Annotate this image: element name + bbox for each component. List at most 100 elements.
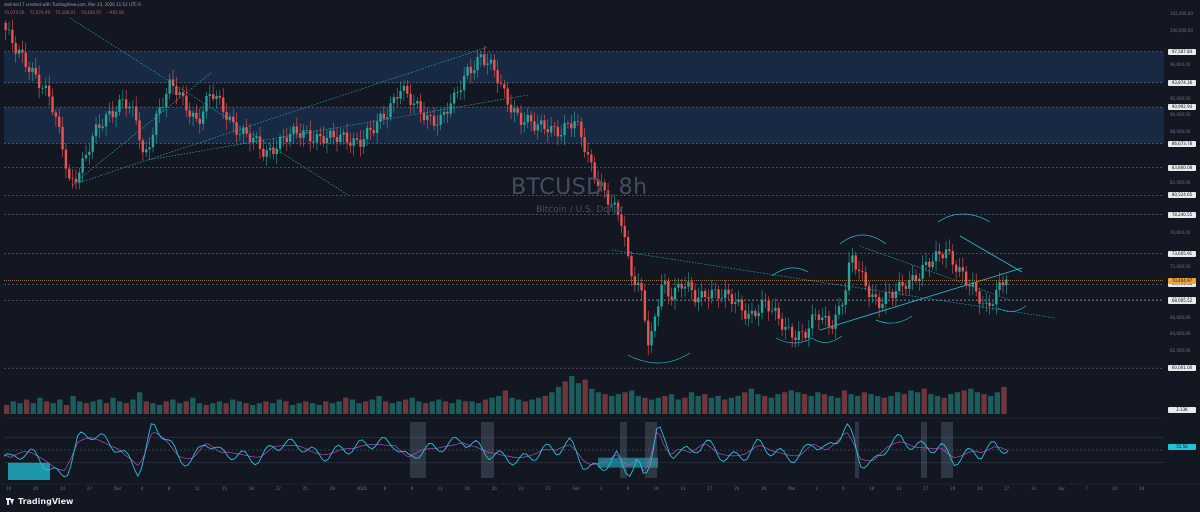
volume-bar	[117, 401, 123, 414]
volume-bar	[143, 401, 149, 414]
time-tick-label: Apr	[1058, 486, 1065, 491]
candle-body	[429, 115, 432, 116]
volume-bar	[841, 390, 848, 414]
candle-body	[165, 93, 168, 108]
volume-bar	[595, 392, 602, 414]
candle-body	[1001, 282, 1005, 286]
time-tick-label: 20	[950, 486, 956, 491]
candle-body	[148, 147, 151, 150]
price-scale-tick: 88,000.00	[1170, 129, 1191, 135]
candle-body	[24, 52, 27, 67]
candle-body	[700, 290, 703, 298]
candle-body	[288, 133, 292, 143]
candle-body	[690, 281, 693, 291]
candle-body	[596, 179, 600, 186]
candle-body	[536, 124, 539, 131]
candle-body	[71, 178, 74, 179]
candle-body	[831, 326, 834, 329]
candle-body	[349, 142, 352, 146]
candle-body	[526, 114, 529, 123]
candle-body	[496, 70, 499, 84]
candle-body	[754, 310, 757, 317]
candle-body	[285, 137, 288, 143]
candle-body	[312, 141, 315, 143]
candle-body	[282, 136, 285, 138]
price-scale-tick: 96,000.00	[1170, 61, 1191, 67]
candle-body	[124, 99, 128, 109]
volume-bar	[821, 394, 828, 414]
time-tick-label: 10	[869, 486, 875, 491]
candle-body	[573, 121, 576, 129]
price-tag-6: 78,240.55	[1168, 211, 1196, 218]
candle-body	[181, 92, 185, 96]
candle-body	[539, 120, 543, 125]
ohlc-legend: 70,074.56 71,074.99 70,268.01 70,404.97 …	[4, 10, 128, 15]
volume-bar	[748, 388, 755, 414]
candle-body	[248, 133, 252, 142]
time-tick-label: 20	[492, 486, 498, 491]
volume-bar	[781, 392, 788, 414]
candle-body	[998, 282, 1001, 290]
volume-bar	[90, 401, 96, 414]
volume-bar	[203, 404, 209, 414]
candle-body	[964, 271, 968, 286]
time-tick-label: 6	[626, 486, 629, 491]
candle-body	[11, 29, 14, 44]
candle-body	[225, 112, 228, 120]
candle-body	[928, 261, 931, 268]
candle-body	[801, 331, 804, 333]
candle-body	[837, 306, 841, 315]
candle-body	[68, 168, 71, 179]
trendline-channel-top	[71, 46, 489, 186]
volume-bar	[63, 404, 70, 414]
volume-bar	[742, 392, 748, 414]
volume-bar	[622, 392, 628, 414]
candle-body	[292, 126, 295, 134]
volume-bar	[801, 394, 808, 414]
tradingview-footer[interactable]: TradingView	[6, 497, 73, 506]
candle-body	[727, 289, 730, 295]
candle-body	[774, 307, 777, 311]
candle-body	[258, 136, 262, 149]
volume-bar	[795, 392, 801, 414]
candle-body	[242, 127, 245, 135]
volume-bar	[682, 397, 688, 414]
volume-bar	[110, 397, 116, 414]
volume-bar	[855, 395, 861, 414]
time-tick-label: 8	[168, 486, 171, 491]
volume-bar	[555, 386, 562, 414]
candle-body	[325, 137, 329, 144]
candle-body	[48, 85, 51, 97]
volume-bar	[336, 401, 342, 414]
candle-body	[175, 86, 178, 96]
candle-body	[382, 113, 386, 119]
candle-body	[516, 108, 519, 113]
volume-bar	[994, 392, 1001, 414]
supply-zones	[4, 51, 1164, 144]
volume-bar	[123, 403, 130, 414]
time-tick-label: 10	[1112, 486, 1118, 491]
volume-bar	[389, 403, 395, 414]
candle-body	[208, 94, 211, 97]
candle-body	[188, 110, 191, 117]
candle-body	[161, 107, 165, 108]
candle-body	[265, 150, 268, 157]
candle-body	[141, 140, 145, 153]
volume-bar	[429, 401, 435, 414]
volume-bar	[243, 403, 249, 414]
candle-body	[228, 116, 232, 120]
volume-bar	[150, 403, 156, 414]
candle-body	[168, 79, 171, 94]
legend-low: 70,268.01	[55, 10, 76, 15]
osc-highlight	[921, 422, 927, 478]
volume-bar	[103, 403, 110, 414]
candle-body	[663, 280, 667, 285]
candle-body	[432, 115, 436, 126]
candle-body	[583, 137, 586, 153]
volume-bar	[828, 395, 834, 414]
candle-body	[476, 57, 479, 71]
arc-head-3	[937, 213, 991, 223]
time-tick-label: 10	[6, 486, 12, 491]
